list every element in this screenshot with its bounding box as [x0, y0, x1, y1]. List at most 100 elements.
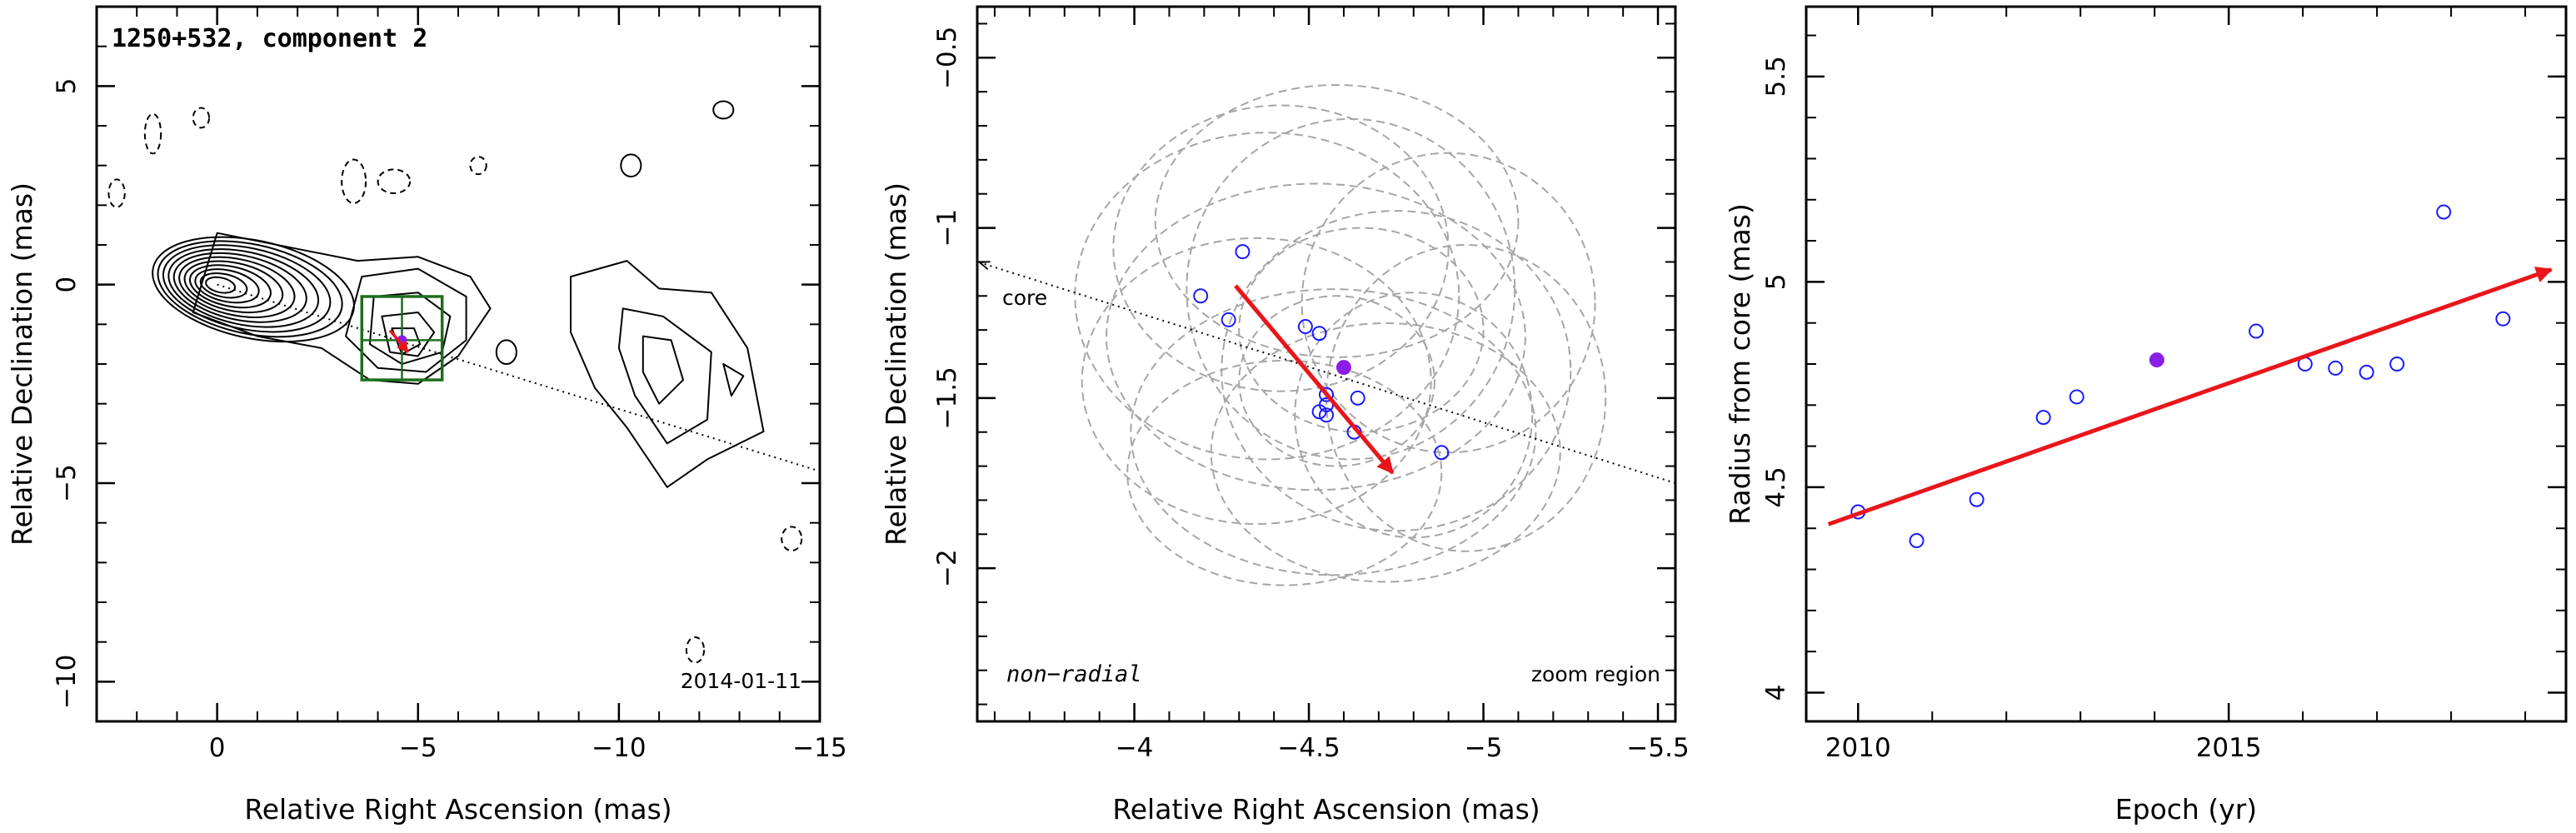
- radius-point: [1909, 533, 1925, 549]
- radius-frame: [1805, 5, 2568, 723]
- contour-map-ylabel: Relative Declination (mas): [6, 182, 38, 546]
- extended-contour: [617, 307, 712, 445]
- zoom-ytick-label: −1.5: [932, 367, 962, 429]
- core-label: core: [1002, 286, 1047, 310]
- uncertainty-ellipse: [1112, 104, 1450, 392]
- epoch-position-point: [1350, 390, 1365, 406]
- uncertainty-ellipse: [1081, 237, 1432, 526]
- negative-contour: [107, 178, 126, 208]
- core-contour: [183, 260, 284, 313]
- uncertainty-ellipses: [1074, 83, 1607, 586]
- negative-contour: [192, 107, 211, 129]
- core-contour: [162, 244, 332, 333]
- extended-contour: [722, 363, 745, 397]
- epoch-position-point: [1319, 387, 1334, 402]
- core-contour: [178, 256, 296, 318]
- radius-ylabel: Radius from core (mas): [1724, 203, 1756, 525]
- negative-contour: [469, 156, 487, 176]
- radius-point: [2495, 311, 2511, 327]
- radius-point: [2249, 323, 2264, 339]
- zoom-region-note: zoom region: [1531, 662, 1660, 686]
- map-xtick-label: −15: [792, 733, 846, 763]
- radius-panel: 2010 2015 4 4.5 5 5.5 Epoch (yr) Radius from …: [1724, 5, 2568, 826]
- jet-contour: [381, 312, 436, 357]
- core-contour: [152, 236, 355, 343]
- zoom-ylabel: Relative Declination (mas): [880, 182, 912, 546]
- map-xtick-label: 0: [209, 733, 226, 763]
- contour-map-ticks: 0 −5 −10 −15 5 0 −5 −10: [52, 6, 847, 763]
- core-contour: [199, 272, 248, 299]
- core-direction-line: [981, 262, 1675, 484]
- core-contour: [157, 240, 343, 338]
- core-contour: [167, 248, 320, 328]
- map-ytick-label: −5: [52, 464, 82, 502]
- component-motion-arrow: [388, 329, 410, 353]
- radius-ytick-label: 4.5: [1761, 466, 1791, 507]
- extended-contour: [570, 260, 765, 488]
- isolated-contour: [712, 100, 735, 120]
- map-ytick-label: 5: [52, 77, 82, 94]
- negative-contour: [685, 636, 706, 664]
- uncertainty-ellipse: [1294, 292, 1534, 539]
- radius-point: [2359, 364, 2374, 380]
- core-contour: [172, 252, 307, 323]
- core-contour: [194, 268, 260, 304]
- zoom-ytick-label: −0.5: [932, 27, 962, 89]
- jet-contour: [345, 267, 467, 373]
- zoom-xtick-label: −4: [1116, 733, 1154, 763]
- radius-xtick-label: 2015: [2196, 733, 2262, 763]
- radius-ytick-label: 5.5: [1761, 56, 1791, 97]
- non-radial-note: non−radial: [1006, 661, 1142, 687]
- radius-point: [2069, 389, 2084, 405]
- epoch-position-point: [1221, 312, 1236, 327]
- radius-ytick-label: 4: [1761, 685, 1791, 701]
- negative-contour: [143, 112, 162, 155]
- zoom-ytick-label: −2: [932, 549, 962, 587]
- uncertainty-ellipse: [1238, 295, 1435, 467]
- contour-map-date-label: 2014-01-11: [681, 669, 801, 693]
- uncertainty-ellipse: [1154, 83, 1520, 358]
- uncertainty-ellipse: [1300, 152, 1596, 454]
- isolated-contour: [495, 339, 517, 366]
- negative-contour: [341, 158, 367, 204]
- core-contour: [188, 264, 272, 309]
- motion-arrow: [1234, 284, 1395, 475]
- negative-contour: [781, 526, 803, 552]
- epoch-position-point: [1235, 244, 1251, 260]
- epoch-position-point: [1434, 445, 1450, 461]
- uncertainty-ellipse: [1106, 182, 1526, 491]
- epoch-position-point: [1319, 407, 1334, 423]
- radius-ticks: 2010 2015 4 4.5 5 5.5: [1761, 7, 2566, 763]
- jet-contour: [192, 232, 492, 385]
- map-ytick-label: 0: [52, 277, 82, 293]
- epoch-position-point: [1297, 319, 1313, 335]
- radius-ytick-label: 5: [1761, 274, 1791, 291]
- zoom-xtick-label: −5: [1465, 733, 1503, 763]
- zoom-ticks: −4 −4.5 −5 −5.5 −0.5 −1 −1.5 −2: [932, 7, 1690, 763]
- highlight-radius-point: [2149, 352, 2164, 368]
- contour-map-xlabel: Relative Right Ascension (mas): [244, 793, 671, 826]
- contour-map-title: 1250+532, component 2: [112, 24, 427, 53]
- zoom-xtick-label: −4.5: [1277, 733, 1340, 763]
- radius-point: [1969, 491, 1984, 507]
- zoom-ytick-label: −1: [932, 209, 962, 247]
- radius-point: [2389, 357, 2405, 372]
- negative-contour: [377, 168, 412, 195]
- zoom-points: [1193, 244, 1450, 475]
- uncertainty-ellipse: [1126, 359, 1443, 586]
- map-ytick-label: −10: [52, 655, 82, 709]
- contour-map-panel: 0 −5 −10 −15 5 0 −5 −10 1250+532, component 2 2…: [6, 5, 847, 826]
- core-contour: [205, 276, 237, 294]
- radius-point: [2328, 360, 2344, 376]
- epoch-position-point: [1311, 404, 1327, 420]
- radius-point: [2035, 410, 2051, 426]
- extended-contour: [642, 335, 684, 405]
- radius-trend-arrow: [1827, 267, 2554, 526]
- zoom-xtick-label: −5.5: [1626, 733, 1689, 763]
- map-xtick-label: −10: [592, 733, 646, 763]
- uncertainty-ellipse: [1074, 132, 1460, 461]
- map-overlay: [217, 283, 820, 472]
- epoch-position-point: [1311, 326, 1327, 342]
- epoch-position-point: [1193, 288, 1209, 304]
